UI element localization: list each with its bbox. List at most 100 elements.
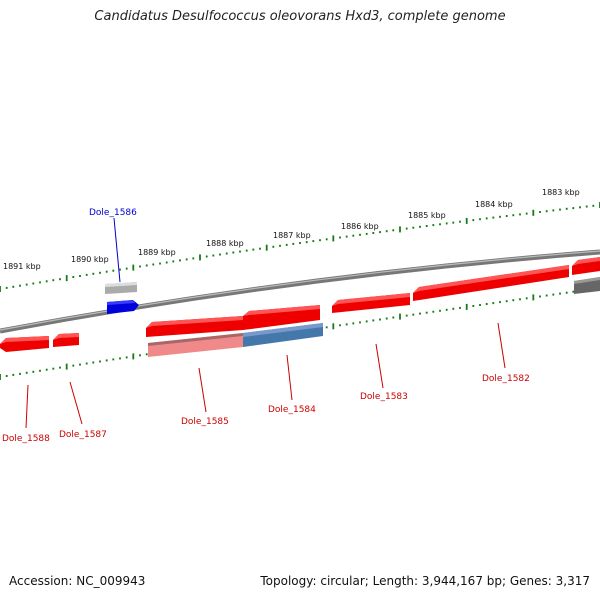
scale-major-tick xyxy=(132,264,135,271)
scale-minor-tick xyxy=(25,371,28,374)
scale-minor-tick xyxy=(505,300,508,303)
scale-minor-tick xyxy=(472,305,475,307)
scale-minor-tick xyxy=(299,242,301,244)
scale-minor-tick xyxy=(112,269,115,272)
gene-dole-1586[interactable] xyxy=(107,300,139,314)
scale-minor-tick xyxy=(365,232,368,235)
gene-top-2[interactable] xyxy=(243,305,320,330)
gene-label-dole-1582[interactable]: Dole_1582 xyxy=(482,374,530,384)
scale-minor-tick xyxy=(105,270,108,273)
scale-minor-tick xyxy=(545,294,548,297)
scale-minor-tick xyxy=(459,306,461,309)
scale-minor-tick xyxy=(472,219,475,222)
scale-minor-tick xyxy=(539,211,541,213)
gene-dole-1584[interactable] xyxy=(243,323,323,347)
scale-minor-tick xyxy=(312,240,315,243)
scale-minor-tick xyxy=(439,223,441,226)
scale-minor-tick xyxy=(345,323,348,326)
scale-label: 1889 kbp xyxy=(138,248,176,257)
scale-minor-tick xyxy=(325,238,328,241)
gene-dole-1588[interactable] xyxy=(0,336,49,352)
scale-label: 1887 kbp xyxy=(273,231,311,240)
scale-minor-tick xyxy=(72,364,75,367)
scale-minor-tick xyxy=(499,215,501,218)
scale-minor-tick xyxy=(432,310,435,313)
scale-major-tick xyxy=(532,294,535,301)
genome-summary-text: Topology: circular; Length: 3,944,167 bp… xyxy=(260,574,590,588)
scale-major-tick xyxy=(332,323,335,330)
scale-minor-tick xyxy=(425,311,428,314)
gene-top-3[interactable] xyxy=(332,293,410,313)
scale-minor-tick xyxy=(525,297,528,300)
scale-major-tick xyxy=(132,353,135,360)
label-line xyxy=(497,322,506,369)
scale-label: 1886 kbp xyxy=(341,222,379,231)
scale-minor-tick xyxy=(305,241,308,244)
gene-dole-1586-upper[interactable] xyxy=(105,282,137,294)
scale-minor-tick xyxy=(5,286,8,289)
scale-minor-tick xyxy=(112,358,115,361)
genome-backbone xyxy=(0,249,600,334)
scale-minor-tick xyxy=(365,320,368,323)
scale-minor-tick xyxy=(539,295,541,298)
scale-major-tick xyxy=(465,217,468,224)
gene-top-4[interactable] xyxy=(413,265,569,301)
scale-minor-tick xyxy=(485,303,488,305)
scale-minor-tick xyxy=(479,304,481,306)
scale-minor-tick xyxy=(425,225,428,227)
gene-label-dole-1588[interactable]: Dole_1588 xyxy=(2,434,50,444)
scale-minor-tick xyxy=(512,299,515,302)
scale-minor-tick xyxy=(479,218,481,221)
scale-major-tick xyxy=(0,374,1,380)
scale-minor-tick xyxy=(32,370,35,373)
scale-minor-tick xyxy=(52,367,55,370)
gene-label-dole-1584[interactable]: Dole_1584 xyxy=(268,405,316,415)
scale-minor-tick xyxy=(379,318,381,321)
scale-minor-tick xyxy=(559,292,561,295)
scale-minor-tick xyxy=(499,301,501,304)
scale-minor-tick xyxy=(105,359,108,362)
scale-minor-tick xyxy=(192,257,195,260)
scale-minor-tick xyxy=(579,206,581,209)
scale-minor-tick xyxy=(179,259,181,262)
gene-top-1[interactable] xyxy=(146,316,243,337)
scale-minor-tick xyxy=(492,302,495,305)
gene-label-dole-1585[interactable]: Dole_1585 xyxy=(181,417,229,427)
scale-minor-tick xyxy=(325,326,328,329)
gene-top-5[interactable] xyxy=(572,257,600,275)
scale-major-tick xyxy=(332,235,335,242)
scale-minor-tick xyxy=(12,373,15,376)
scale-major-tick xyxy=(65,363,68,370)
scale-minor-tick xyxy=(432,224,435,227)
gene-label-dole-1586[interactable]: Dole_1586 xyxy=(89,208,137,218)
label-line xyxy=(25,384,29,429)
scale-minor-tick xyxy=(225,252,228,255)
gene-label-dole-1583[interactable]: Dole_1583 xyxy=(360,392,408,402)
scale-minor-tick xyxy=(385,230,388,233)
scale-minor-tick xyxy=(212,254,215,257)
scale-minor-tick xyxy=(405,227,408,230)
scale-major-tick xyxy=(265,244,268,251)
gene-dole-1587[interactable] xyxy=(53,333,79,347)
scale-major-tick xyxy=(199,254,201,261)
accession-text: Accession: NC_009943 xyxy=(9,574,146,588)
scale-minor-tick xyxy=(239,250,241,253)
gene-label-dole-1587[interactable]: Dole_1587 xyxy=(59,430,107,440)
scale-major-tick xyxy=(532,209,535,216)
scale-minor-tick xyxy=(45,368,48,371)
scale-minor-tick xyxy=(119,357,121,360)
scale-minor-tick xyxy=(72,276,75,278)
scale-minor-tick xyxy=(25,283,28,286)
scale-label: 1884 kbp xyxy=(475,200,513,209)
gene-dole-1585[interactable] xyxy=(148,333,243,357)
scale-minor-tick xyxy=(485,217,488,220)
scale-minor-tick xyxy=(405,314,408,317)
scale-minor-tick xyxy=(165,261,168,264)
outer-scale xyxy=(0,202,600,292)
scale-minor-tick xyxy=(372,232,375,234)
scale-major-tick xyxy=(0,286,1,292)
gene-top-dark[interactable] xyxy=(574,277,600,294)
scale-label: 1888 kbp xyxy=(206,239,244,248)
scale-minor-tick xyxy=(5,375,8,377)
